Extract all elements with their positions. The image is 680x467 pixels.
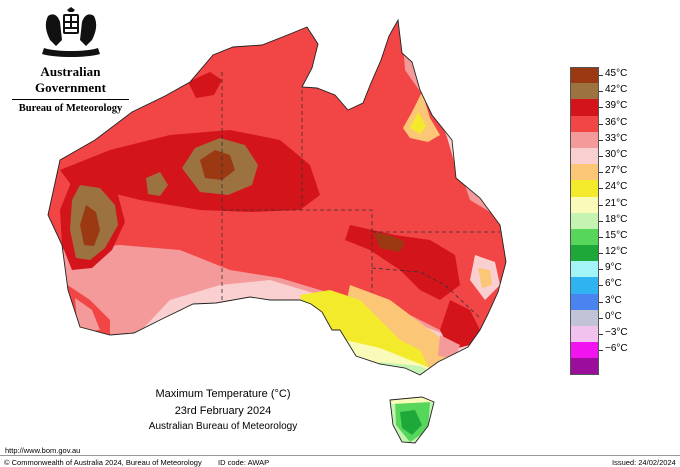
bureau-title: Bureau of Meteorology — [18, 103, 123, 114]
legend-label: 33°C — [605, 132, 628, 144]
tasmania-temperature-bands — [390, 397, 434, 443]
legend-label: 36°C — [605, 116, 628, 128]
legend-row: 18°C — [570, 212, 660, 229]
legend-row: 12°C — [570, 245, 660, 262]
legend-swatch — [570, 196, 599, 213]
legend-tick — [599, 75, 603, 76]
legend-swatch — [570, 245, 599, 262]
map-caption: Maximum Temperature (°C) 23rd February 2… — [138, 386, 308, 433]
footer-divider — [0, 455, 680, 456]
legend-row: 42°C — [570, 83, 660, 100]
legend-row: 6°C — [570, 277, 660, 294]
legend-tick — [599, 107, 603, 109]
legend-tick — [599, 236, 603, 238]
legend-swatch — [570, 212, 599, 229]
temperature-legend: 45°C 42°C 39°C 36°C 33°C 30°C 27°C 24°C 21°C 18°C… — [570, 67, 660, 375]
legend-swatch — [570, 131, 599, 148]
legend-label: 9°C — [605, 262, 622, 274]
legend-swatch — [570, 342, 599, 359]
legend-swatch — [570, 180, 599, 197]
copyright-text: © Commonwealth of Australia 2024, Bureau… — [4, 458, 202, 467]
issued-date: Issued: 24/02/2024 — [612, 458, 676, 467]
legend-tick — [599, 220, 603, 222]
legend-label: −3°C — [605, 327, 628, 338]
legend-tick — [599, 317, 603, 319]
government-logo: Australian Government Bureau of Meteorol… — [8, 6, 133, 114]
legend-row: −3°C — [570, 326, 660, 343]
legend-swatch — [570, 309, 599, 326]
legend-label: 21°C — [605, 197, 628, 209]
legend-swatch — [570, 228, 599, 246]
legend-swatch — [570, 277, 599, 294]
legend-row: 9°C — [570, 261, 660, 278]
legend-row: 45°C — [570, 67, 660, 84]
legend-swatch — [570, 358, 599, 375]
legend-label: 30°C — [605, 148, 628, 160]
legend-swatch — [570, 293, 599, 310]
legend-label: 3°C — [605, 294, 622, 306]
legend-swatch — [570, 83, 599, 100]
legend-label: 45°C — [605, 68, 628, 79]
legend-swatch — [570, 115, 599, 132]
map-title: Maximum Temperature (°C) — [155, 388, 291, 400]
legend-label: 39°C — [605, 100, 628, 112]
website-link[interactable]: http://www.bom.gov.au — [5, 446, 81, 455]
legend-tick — [599, 188, 603, 190]
legend-label: 24°C — [605, 181, 628, 193]
coat-of-arms-icon — [41, 7, 100, 57]
legend-tick — [599, 172, 603, 174]
legend-row: 3°C — [570, 293, 660, 310]
legend-tick — [599, 269, 603, 271]
tasmania-coastline — [389, 396, 435, 444]
logo-divider — [12, 99, 129, 100]
legend-label: 0°C — [605, 310, 622, 322]
legend-label: 18°C — [605, 213, 628, 225]
legend-swatch — [570, 99, 599, 116]
legend-row: 30°C — [570, 147, 660, 165]
legend-tick — [599, 155, 603, 157]
id-code: ID code: AWAP — [218, 458, 270, 467]
map-organization: Australian Bureau of Meteorology — [148, 421, 298, 432]
legend-swatch — [570, 67, 599, 84]
legend-row: 33°C — [570, 131, 660, 148]
legend-row: 15°C — [570, 228, 660, 246]
legend-tick — [599, 204, 603, 206]
legend-label: 12°C — [605, 246, 628, 258]
legend-row — [570, 358, 660, 375]
legend-tick — [599, 350, 603, 352]
legend-row: 24°C — [570, 180, 660, 197]
legend-swatch — [570, 147, 599, 165]
legend-tick — [599, 253, 603, 255]
legend-swatch — [570, 164, 599, 181]
legend-row: −6°C — [570, 342, 660, 359]
legend-tick — [599, 123, 603, 125]
legend-row: 36°C — [570, 115, 660, 132]
map-date: 23rd February 2024 — [174, 405, 272, 417]
legend-row: 21°C — [570, 196, 660, 213]
legend-row: 39°C — [570, 99, 660, 116]
legend-tick — [599, 301, 603, 303]
mainland-coastline — [47, 18, 507, 376]
legend-label: −6°C — [605, 343, 628, 355]
legend-row: 0°C — [570, 309, 660, 326]
legend-row: 27°C — [570, 164, 660, 181]
legend-tick — [599, 139, 603, 141]
legend-label: 15°C — [605, 229, 628, 241]
legend-tick — [599, 91, 603, 93]
legend-label: 6°C — [605, 278, 622, 290]
legend-swatch — [570, 261, 599, 278]
legend-label: 27°C — [605, 165, 628, 177]
legend-swatch — [570, 326, 599, 343]
government-title: Australian Government — [34, 64, 107, 95]
legend-tick — [599, 285, 603, 287]
legend-label: 42°C — [605, 84, 628, 96]
legend-tick — [599, 334, 603, 335]
